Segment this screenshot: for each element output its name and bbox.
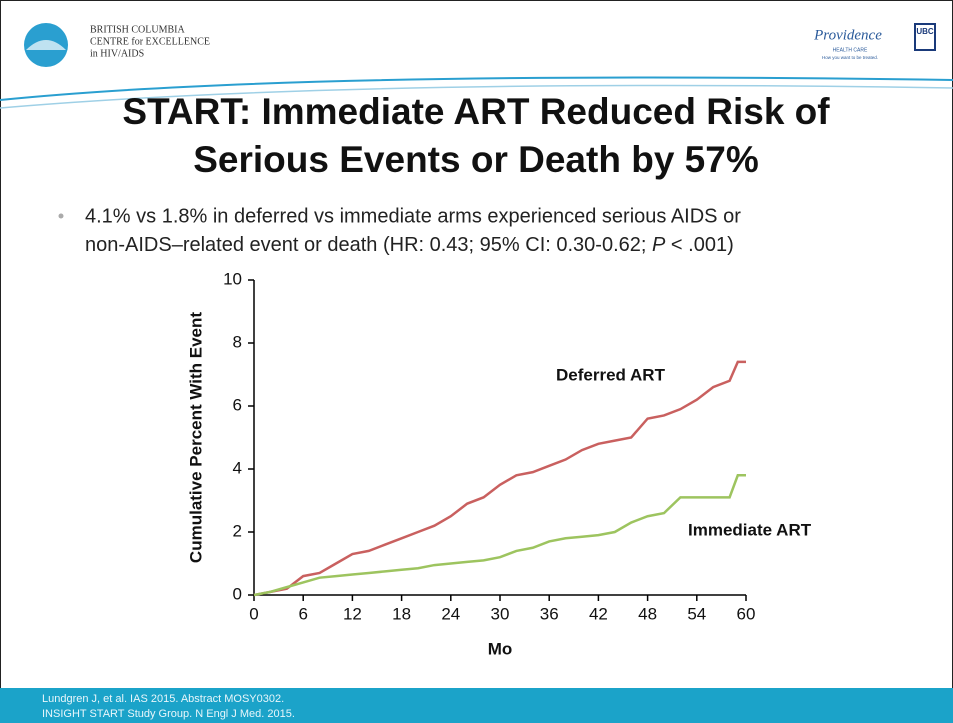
bullet-text: < .001) (665, 234, 733, 256)
partner-tag: How you want to be treated. (822, 55, 878, 60)
org-line: in HIV/AIDS (90, 48, 144, 59)
bullet-text: non-AIDS–related event or death (HR: 0.4… (85, 234, 734, 256)
y-tick-label: 10 (223, 269, 242, 288)
y-tick-label: 6 (233, 395, 242, 414)
x-tick-label: 24 (441, 604, 460, 623)
x-tick-label: 0 (249, 604, 258, 623)
series-line (253, 474, 746, 597)
series-label: Deferred ART (556, 365, 666, 384)
ubc-logo: UBC (916, 27, 934, 36)
footer-ref: Lundgren J, et al. IAS 2015. Abstract MO… (42, 693, 284, 705)
ubc-crest (914, 23, 936, 51)
bullet (58, 213, 64, 219)
x-tick-label: 36 (540, 604, 559, 623)
title-line: START: Immediate ART Reduced Risk of (122, 91, 830, 132)
swoosh (0, 84, 953, 109)
x-tick-label: 18 (392, 604, 411, 623)
swoosh (0, 76, 953, 101)
org-line: CENTRE for EXCELLENCE (90, 36, 210, 47)
x-axis-label: Mo (488, 639, 513, 658)
y-axis-label: Cumulative Percent With Event (186, 312, 205, 563)
x-tick-label: 48 (638, 604, 657, 623)
partner-sub: HEALTH CARE (833, 47, 868, 53)
x-tick-label: 54 (687, 604, 706, 623)
y-tick-label: 8 (233, 332, 242, 351)
x-tick-label: 30 (491, 604, 510, 623)
x-tick-label: 42 (589, 604, 608, 623)
y-tick-label: 4 (233, 458, 242, 477)
y-tick-label: 0 (233, 584, 242, 603)
x-tick-label: 60 (737, 604, 756, 623)
bullet-text: non-AIDS–related event or death (HR: 0.4… (85, 234, 652, 256)
series-line (253, 360, 746, 597)
footer-ref: INSIGHT START Study Group. N Engl J Med.… (42, 708, 295, 720)
partner-logo: Providence (813, 27, 882, 43)
title-line: Serious Events or Death by 57% (193, 139, 758, 180)
x-tick-label: 12 (343, 604, 362, 623)
x-tick-label: 6 (298, 604, 307, 623)
y-tick-label: 2 (233, 521, 242, 540)
logo-bc-sun (26, 40, 66, 50)
org-line: BRITISH COLUMBIA (90, 24, 186, 35)
series-label: Immediate ART (688, 520, 812, 539)
footer-bar (0, 688, 953, 723)
bullet-text: P (652, 234, 666, 256)
bullet-text: 4.1% vs 1.8% in deferred vs immediate ar… (85, 205, 741, 227)
